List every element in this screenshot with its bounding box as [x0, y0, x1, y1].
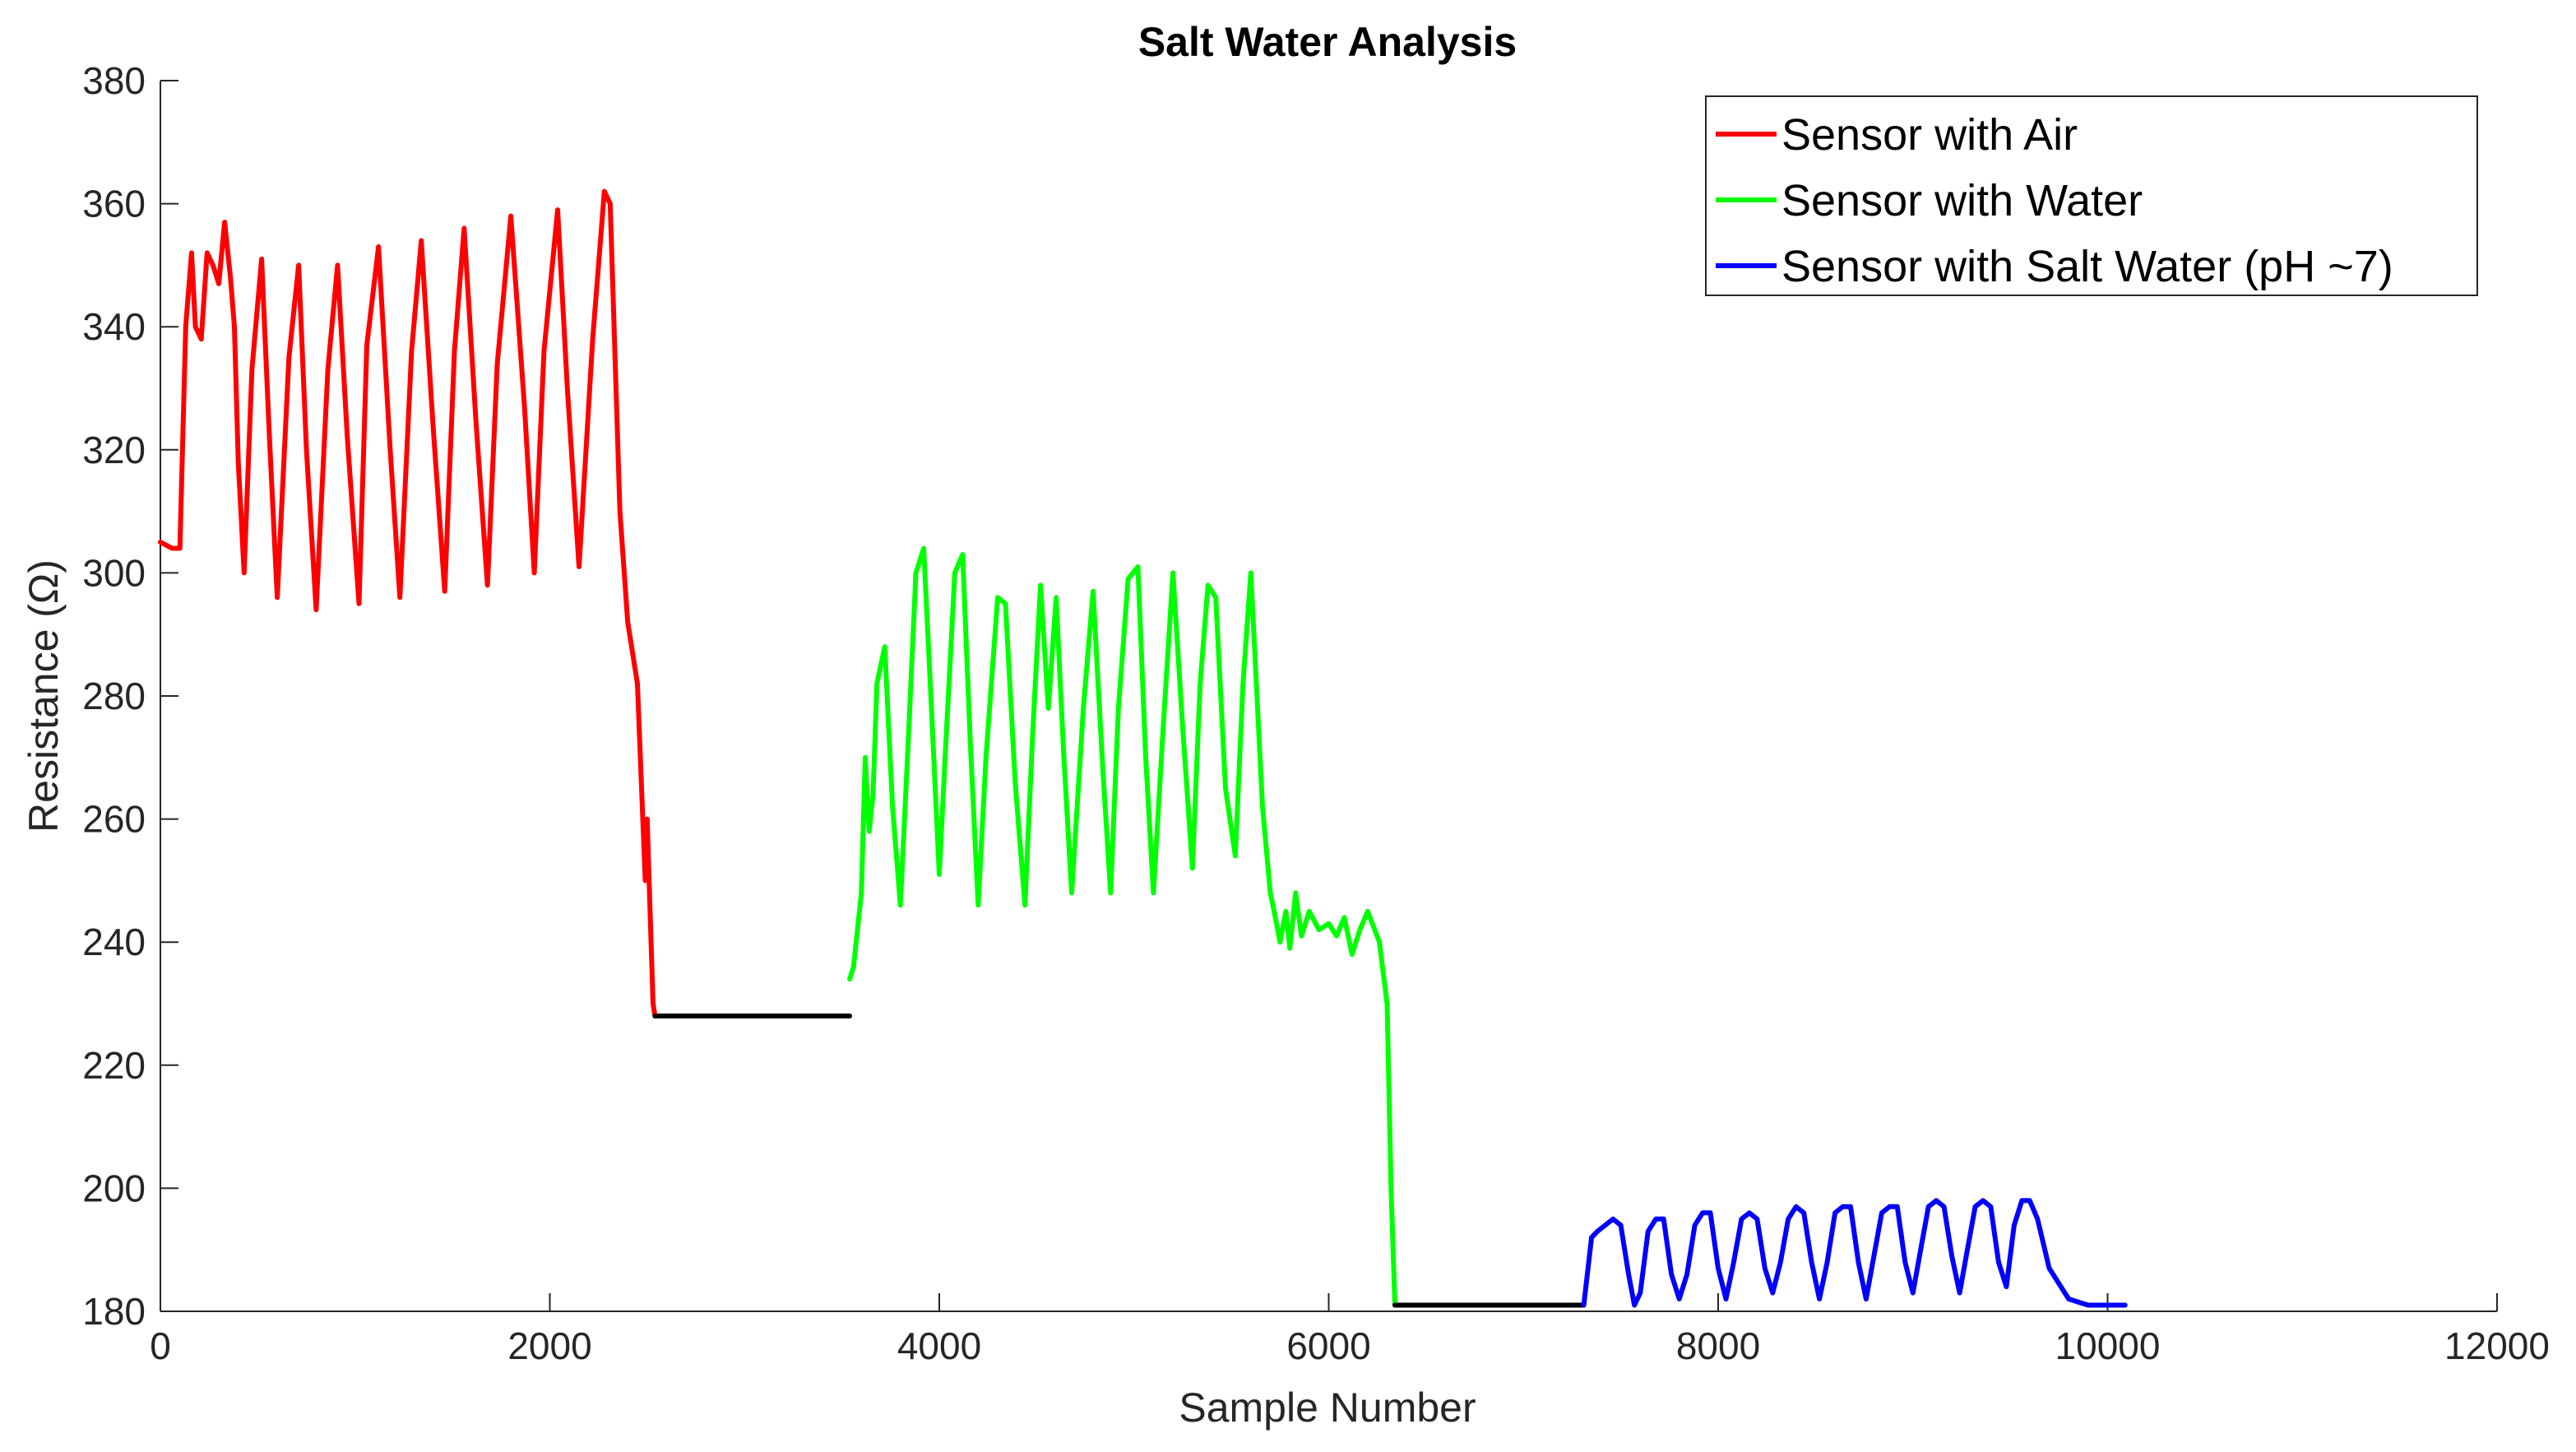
y-tick-label: 300 [82, 551, 146, 594]
legend: Sensor with Air Sensor with Water Sensor w… [1705, 95, 2478, 296]
y-tick-label: 240 [82, 921, 146, 963]
y-tick-label: 180 [82, 1290, 146, 1333]
x-tick-label: 12000 [2444, 1324, 2550, 1367]
legend-label: Sensor with Air [1781, 110, 2078, 160]
y-tick-label: 340 [82, 305, 146, 348]
legend-label: Sensor with Salt Water (pH ~7) [1781, 242, 2393, 291]
y-tick-label: 320 [82, 429, 146, 471]
y-tick-label: 260 [82, 798, 146, 841]
legend-label: Sensor with Water [1781, 176, 2143, 225]
y-axis-label: Resistance (Ω) [21, 559, 67, 833]
x-tick-label: 10000 [2055, 1324, 2161, 1367]
y-tick-label: 220 [82, 1044, 146, 1087]
series-line-4 [1581, 1198, 2128, 1308]
x-axis-label: Sample Number [1179, 1385, 1476, 1431]
x-tick-label: 6000 [1286, 1324, 1370, 1367]
legend-box [1705, 95, 2478, 296]
y-tick-label: 380 [82, 59, 146, 102]
series-line-0 [158, 188, 658, 1018]
series-line-2 [847, 545, 1397, 1308]
x-tick-label: 4000 [897, 1324, 981, 1367]
y-tick-label: 200 [82, 1167, 146, 1209]
y-tick-label: 280 [82, 675, 146, 717]
y-tick-label: 360 [82, 183, 146, 225]
chart-title: Salt Water Analysis [1138, 19, 1517, 65]
axis-ticks: 0 2000 4000 6000 8000 10000 12000 180 200 220 240 2… [82, 59, 2550, 1367]
x-tick-label: 0 [150, 1324, 171, 1367]
series-layer [158, 188, 2128, 1308]
x-tick-label: 2000 [507, 1324, 591, 1367]
x-tick-label: 8000 [1676, 1324, 1760, 1367]
